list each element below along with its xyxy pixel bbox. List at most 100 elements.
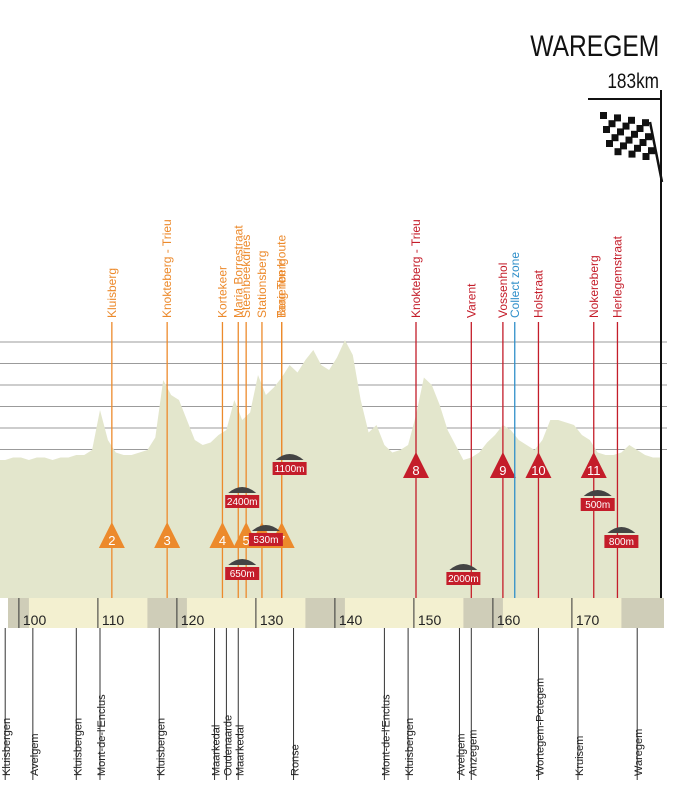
climb-name: Knokteberg - Trieu <box>160 219 174 318</box>
climb-marker: Kluisberg 2 <box>98 268 125 598</box>
climb-name: Knokteberg - Trieu <box>409 219 423 318</box>
climb-marker: Collect zone <box>508 252 522 598</box>
cobble-label-bg <box>272 462 307 475</box>
climb-marker: Holstraat 10 <box>525 269 552 598</box>
flag-square <box>614 148 622 156</box>
climb-number: 8 <box>412 463 419 478</box>
axis-band-start <box>0 598 8 628</box>
cobble-icon <box>228 559 257 565</box>
climb-number: 3 <box>164 533 171 548</box>
place-name: Avelgem <box>29 733 41 776</box>
cobble-label: 2400m <box>227 497 258 508</box>
axis-band-end <box>642 598 664 628</box>
place-name: Waregem <box>633 729 645 776</box>
cobble-icon <box>251 525 280 531</box>
place-name: Maarkedal <box>234 725 246 776</box>
place-name: Anzegem <box>467 730 479 776</box>
cobble-sector: 650m <box>225 559 260 580</box>
climb-triangle <box>580 452 607 478</box>
flag-square <box>628 150 636 158</box>
climb-marker: Vossenhol 9 <box>489 263 516 598</box>
elevation-area <box>0 340 662 598</box>
flag-square <box>617 128 624 136</box>
climb-marker: Nokereberg 11 <box>580 255 607 598</box>
finish-rule <box>588 98 660 100</box>
climb-number: 2 <box>108 533 115 548</box>
climb-name: Maria Borrestraat <box>231 225 245 318</box>
climb-name: Varent <box>464 283 478 318</box>
place-name: Kluisbergen <box>1 718 13 776</box>
flag-square <box>636 125 644 132</box>
climb-marker: Kortekeer 4 <box>209 266 236 598</box>
flag-square <box>611 134 619 142</box>
cobble-label: 1100m <box>275 464 305 475</box>
climb-marker: Maria Borrestraat <box>231 225 245 598</box>
flag-square <box>600 112 607 119</box>
climb-name: Kortekeer <box>215 266 229 318</box>
x-tick-label: 120 <box>181 612 205 628</box>
flag-pole <box>648 121 664 183</box>
climb-number: 5 <box>243 533 250 548</box>
flag-square <box>620 142 627 150</box>
cobble-sector: 530m <box>248 525 283 546</box>
flag-square <box>645 133 652 141</box>
cobble-icon <box>275 454 304 460</box>
cobble-label: 2000m <box>448 574 479 585</box>
flag-square <box>628 116 635 124</box>
place-name: Oudenaarde <box>222 715 234 776</box>
axis-band-segment <box>305 598 345 628</box>
climb-marker: Varent <box>464 283 478 598</box>
climb-name: Taaienberg <box>275 259 289 318</box>
x-tick-label: 150 <box>418 612 442 628</box>
cobble-icon <box>449 564 478 570</box>
axis-band-segment <box>463 598 503 628</box>
cobble-label: 800m <box>609 537 634 548</box>
climb-name: Kluisberg <box>105 268 119 318</box>
climb-triangle <box>403 452 429 478</box>
cobble-label-bg <box>604 535 639 548</box>
climb-marker: Herlegemstraat <box>610 235 624 598</box>
cobble-label-bg <box>225 567 260 580</box>
climb-name: Herlegemstraat <box>610 235 624 318</box>
cobble-icon <box>583 490 612 496</box>
flag-square <box>606 140 613 147</box>
x-tick-label: 140 <box>339 612 363 628</box>
climb-name: Nokereberg <box>587 255 601 318</box>
cobble-sector: 2000m <box>446 564 481 585</box>
climb-triangle <box>209 522 236 548</box>
place-name: Kluisbergen <box>72 718 84 776</box>
climb-name: Steenbeekdries <box>239 235 253 318</box>
place-name: Kluisbergen <box>155 718 167 776</box>
cobble-sector: 800m <box>604 527 639 548</box>
flag-square <box>622 122 630 130</box>
place-name: Ronse <box>290 744 302 776</box>
cobble-icon <box>607 527 636 533</box>
cobble-label: 650m <box>230 569 255 580</box>
flag-square <box>648 147 655 155</box>
climb-marker: Knokteberg - Trieu 3 <box>154 219 181 598</box>
climb-name: Berg Ten Houte <box>275 235 289 318</box>
flag-square <box>639 139 647 146</box>
cobble-sector: 500m <box>580 490 615 511</box>
place-name: Mont-de-l'Enclus <box>96 694 108 776</box>
x-tick-label: 170 <box>576 612 600 628</box>
x-tick-label: 160 <box>497 612 521 628</box>
climb-triangle <box>525 452 552 478</box>
axis-band-segment <box>147 598 187 628</box>
flag-square <box>634 144 641 152</box>
x-tick-label: 130 <box>260 612 284 628</box>
place-name: Kruisem <box>574 736 586 776</box>
cobble-icon <box>228 487 257 493</box>
climb-marker: Knokteberg - Trieu 8 <box>403 219 429 598</box>
flag-square <box>631 130 638 138</box>
climb-triangle <box>489 452 516 478</box>
flag-square <box>603 126 610 133</box>
climb-number: 9 <box>499 463 506 478</box>
finish-distance: 183km <box>607 70 659 93</box>
place-name: Kluisbergen <box>404 718 416 776</box>
climb-number: 10 <box>531 463 545 478</box>
flag-square <box>625 136 633 144</box>
cobble-sector: 2400m <box>225 487 260 508</box>
